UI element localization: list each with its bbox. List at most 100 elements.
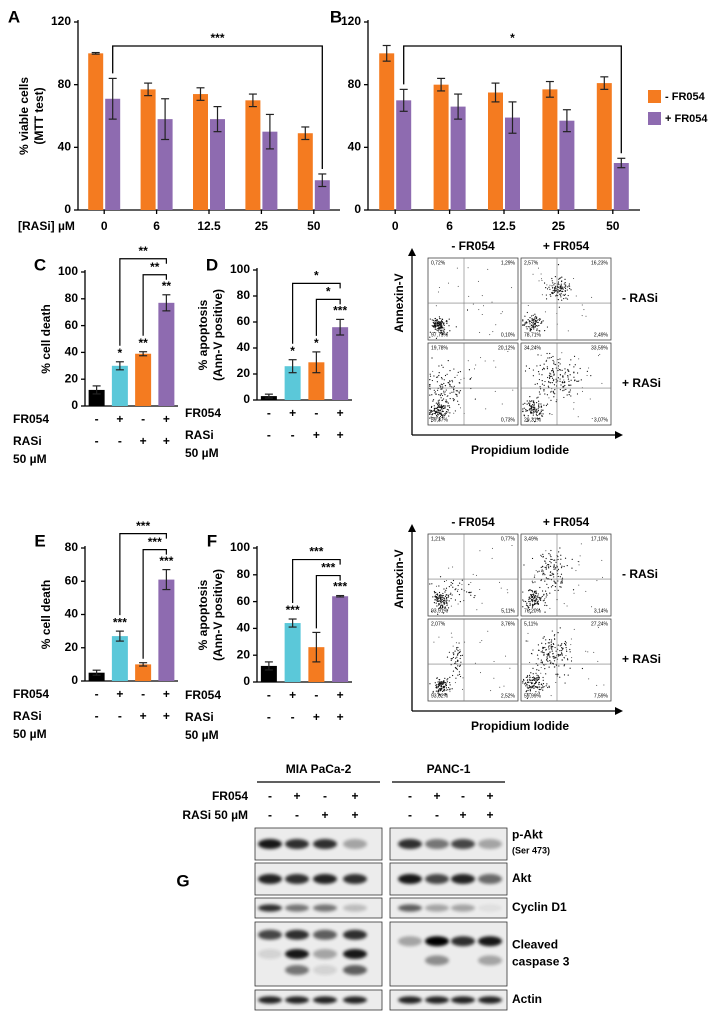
flow-dot (532, 678, 534, 681)
flow-dot (557, 558, 559, 561)
flow-dot (561, 648, 563, 650)
flow-dot (455, 390, 457, 392)
flow-dot (534, 602, 536, 604)
flow-dot (545, 685, 547, 687)
flow-dot (549, 357, 551, 359)
flow-dot (551, 375, 553, 377)
quadrant-value: 19,78% (431, 345, 449, 351)
flow-dot (549, 375, 552, 377)
flow-dot (550, 641, 553, 643)
flow-dot (552, 369, 554, 371)
significance-label: *** (309, 545, 323, 559)
flow-dot (565, 647, 567, 649)
flow-dot (555, 673, 557, 675)
bar (505, 117, 520, 210)
flow-dot (472, 573, 474, 575)
flow-dot (495, 324, 497, 326)
flow-dot (551, 285, 553, 287)
bar (314, 180, 330, 210)
flow-dot (548, 386, 550, 389)
flow-dot (436, 323, 438, 325)
flow-dot (533, 679, 535, 681)
flow-dot (442, 599, 445, 601)
flow-dot (539, 598, 541, 600)
flow-dot (459, 657, 461, 660)
condition-name: RASi (13, 709, 42, 723)
flow-dot (546, 683, 548, 685)
flow-dot (536, 677, 538, 679)
flow-dot (549, 656, 551, 658)
flow-dot (511, 545, 513, 547)
flow-dot (458, 403, 460, 406)
flow-dot (540, 672, 542, 674)
flow-dot (547, 655, 549, 657)
flow-dot (436, 404, 439, 406)
flow-dot (548, 685, 550, 687)
flow-dot (548, 553, 550, 555)
flow-dot (553, 396, 555, 398)
flow-dot (432, 692, 434, 694)
flow-dot (443, 415, 445, 417)
flow-dot (539, 596, 541, 599)
flow-dot (466, 309, 468, 311)
flow-dot (531, 327, 533, 329)
blot-band (451, 904, 475, 912)
flow-dot (596, 684, 598, 686)
arrow-head (615, 431, 623, 439)
flow-dot (453, 391, 455, 393)
bar (135, 664, 152, 681)
quadrant-value: 33,59% (591, 345, 609, 351)
flow-dot (467, 309, 469, 311)
condition-sign: + (337, 428, 344, 442)
flow-dot (535, 412, 538, 414)
flow-dot (563, 396, 565, 399)
flow-dot (451, 688, 453, 690)
flow-dot (528, 402, 530, 404)
flow-dot (565, 297, 567, 299)
flow-dot (577, 416, 579, 418)
flow-dot (438, 287, 440, 289)
flow-dot (481, 313, 483, 315)
flow-dot (552, 645, 554, 648)
flow-dot (586, 370, 588, 372)
flow-dot (553, 284, 555, 286)
flow-dot (542, 570, 544, 572)
flow-dot (587, 651, 589, 653)
flow-dot (453, 654, 455, 656)
legend-label: - FR054 (665, 91, 706, 103)
blot-band (478, 955, 502, 966)
flow-dot (544, 560, 546, 562)
x-tick-label: 0 (101, 219, 108, 233)
flow-dot (443, 603, 445, 605)
flow-dot (550, 647, 552, 649)
error-bar (115, 361, 124, 371)
flow-dot (439, 596, 441, 599)
flow-dot (523, 600, 525, 602)
flow-dot (563, 642, 566, 645)
flow-dot (544, 667, 546, 670)
flow-dot (457, 400, 459, 402)
flow-dot (446, 679, 448, 681)
flow-dot (543, 594, 545, 596)
flow-dot (437, 409, 439, 412)
significance-label: ** (150, 260, 160, 274)
bar (488, 92, 503, 210)
flow-dot (552, 370, 555, 373)
significance-bracket (119, 533, 167, 616)
flow-dot (540, 273, 542, 275)
condition-sign: - (95, 709, 99, 723)
flow-dot (452, 656, 454, 659)
flow-dot (528, 409, 530, 411)
flow-dot (440, 685, 442, 688)
flow-dot (542, 367, 545, 369)
flow-dot (537, 396, 539, 398)
flow-dot (439, 576, 442, 578)
quadrant-value: 29,31% (524, 417, 542, 423)
flow-dot (429, 373, 431, 375)
flow-dot (561, 582, 563, 584)
flow-dot (540, 322, 542, 325)
flow-dot (568, 384, 570, 386)
flow-dot (530, 681, 532, 683)
flow-dot (536, 674, 538, 676)
flow-dot (533, 325, 535, 327)
